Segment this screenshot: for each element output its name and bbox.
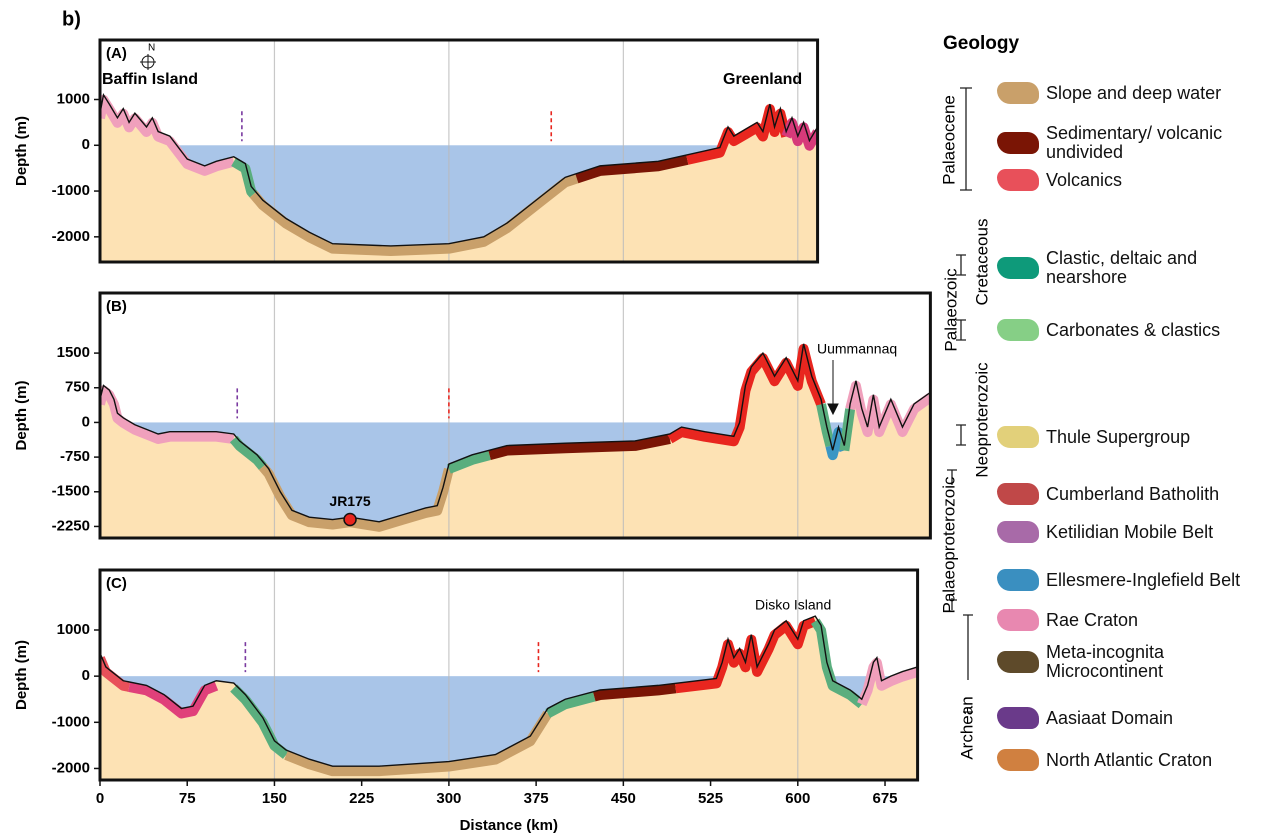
figure: b) Geology (A) -2000 -1000 0 1000 Depth (m) N B…	[0, 0, 1274, 840]
legend-swatch	[997, 319, 1039, 341]
era-label: Palaeoproterozoic	[939, 476, 958, 614]
x-tick-label: 375	[524, 790, 549, 807]
annotation: Greenland	[723, 71, 802, 88]
legend-label: Rae Craton	[1046, 611, 1246, 630]
legend-swatch	[997, 132, 1039, 154]
y-tick-label: 0	[82, 413, 90, 430]
x-axis-label: Distance (km)	[460, 817, 558, 834]
plot-area	[100, 293, 930, 538]
y-tick-label: -2250	[52, 517, 90, 534]
era-label: Palaeozoic	[941, 268, 960, 352]
y-axis-label: Depth (m)	[13, 116, 30, 186]
legend-label: Slope and deep water	[1046, 84, 1246, 103]
legend-swatch	[997, 569, 1039, 591]
y-tick-label: 0	[82, 136, 90, 153]
era-label: Palaeocene	[939, 95, 958, 185]
annotation: Baffin Island	[102, 71, 198, 88]
y-tick-label: 1500	[57, 344, 90, 361]
legend-title: Geology	[943, 33, 1019, 54]
y-axis-label: Depth (m)	[13, 640, 30, 710]
x-tick-label: 675	[873, 790, 898, 807]
panel-title: (C)	[106, 575, 127, 592]
legend-swatch	[997, 82, 1039, 104]
x-tick-label: 75	[179, 790, 196, 807]
legend-label: Clastic, deltaic and nearshore	[1046, 249, 1246, 287]
annotation: Uummannaq	[817, 341, 897, 357]
y-tick-label: -1000	[52, 182, 90, 199]
legend-label: Carbonates & clastics	[1046, 321, 1246, 340]
legend-label: Ketilidian Mobile Belt	[1046, 523, 1246, 542]
y-tick-label: -2000	[52, 759, 90, 776]
y-tick-label: 0	[82, 667, 90, 684]
legend-label: Ellesmere-Inglefield Belt	[1046, 571, 1246, 590]
x-tick-label: 0	[96, 790, 104, 807]
legend-label: Sedimentary/ volcanic undivided	[1046, 124, 1246, 162]
x-tick-label: 525	[698, 790, 723, 807]
core-site	[344, 514, 356, 526]
legend-swatch	[997, 609, 1039, 631]
annotation: N	[148, 43, 155, 54]
legend-label: Thule Supergroup	[1046, 428, 1246, 447]
panel-title: (A)	[106, 45, 127, 62]
era-label: Cretaceous	[972, 219, 991, 306]
north-cross	[140, 54, 156, 70]
legend-label: Aasiaat Domain	[1046, 709, 1246, 728]
legend-swatch	[997, 707, 1039, 729]
legend-swatch	[997, 651, 1039, 673]
legend-swatch	[997, 483, 1039, 505]
x-tick-label: 150	[262, 790, 287, 807]
era-label: Neoproterozoic	[972, 362, 991, 478]
figure-label: b)	[62, 8, 81, 30]
arrow	[828, 360, 838, 414]
x-tick-label: 300	[436, 790, 461, 807]
panel-title: (B)	[106, 298, 127, 315]
y-tick-label: -1500	[52, 483, 90, 500]
core-label: JR175	[329, 493, 370, 509]
legend-swatch	[997, 521, 1039, 543]
y-tick-label: -1000	[52, 713, 90, 730]
annotation: Disko Island	[755, 597, 831, 613]
y-tick-label: -2000	[52, 228, 90, 245]
legend-label: Cumberland Batholith	[1046, 485, 1246, 504]
legend-label: Volcanics	[1046, 171, 1246, 190]
legend-swatch	[997, 749, 1039, 771]
legend-label: Meta-incognita Microcontinent	[1046, 643, 1246, 681]
y-tick-label: 1000	[57, 621, 90, 638]
legend-label: North Atlantic Craton	[1046, 751, 1246, 770]
y-axis-label: Depth (m)	[13, 381, 30, 451]
era-label: Archean	[957, 696, 976, 759]
legend-swatch	[997, 169, 1039, 191]
x-tick-label: 600	[785, 790, 810, 807]
x-tick-label: 450	[611, 790, 636, 807]
plot-area	[100, 40, 818, 262]
legend-swatch	[997, 426, 1039, 448]
x-tick-label: 225	[349, 790, 374, 807]
y-tick-label: 750	[65, 379, 90, 396]
y-tick-label: 1000	[57, 90, 90, 107]
legend-swatch	[997, 257, 1039, 279]
y-tick-label: -750	[60, 448, 90, 465]
